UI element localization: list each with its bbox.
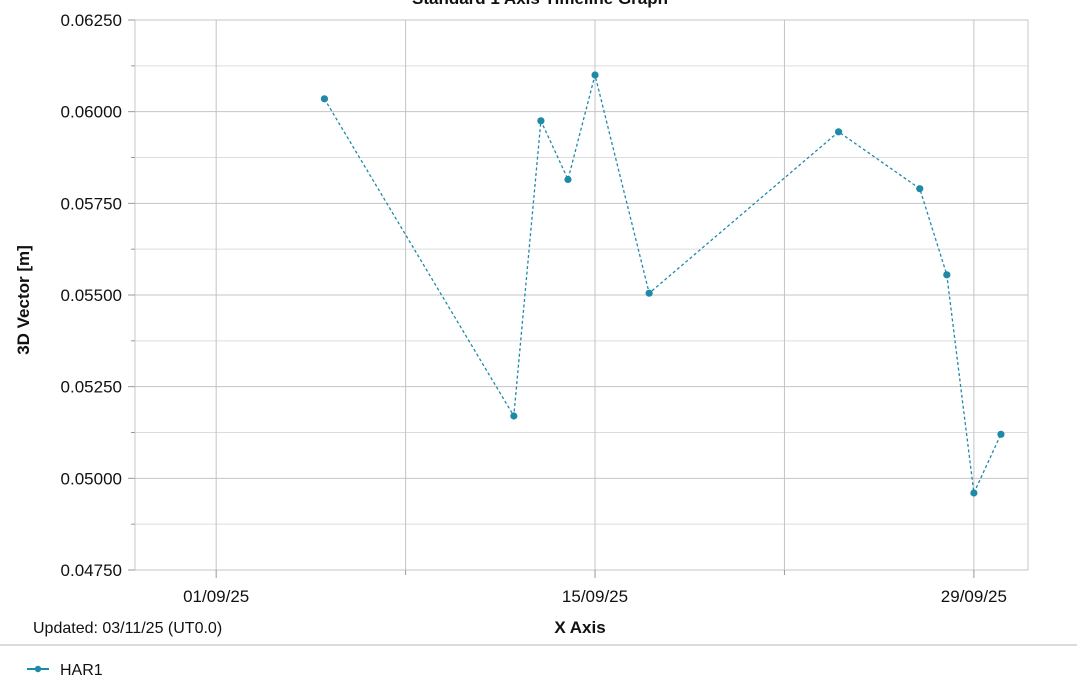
x-tick-label: 15/09/25	[562, 587, 628, 606]
y-tick-label: 0.05750	[61, 194, 122, 213]
data-point	[564, 175, 572, 184]
y-tick-label: 0.05500	[61, 286, 122, 305]
x-axis-title: X Axis	[554, 618, 605, 637]
data-point	[510, 412, 518, 420]
legend: HAR1	[27, 662, 103, 679]
legend-label-har1: HAR1	[60, 662, 103, 679]
data-point	[997, 430, 1005, 438]
x-tick-label: 01/09/25	[183, 587, 249, 606]
y-tick-label: 0.06250	[61, 11, 122, 30]
y-tick-label: 0.04750	[61, 561, 122, 580]
y-tick-label: 0.05250	[61, 378, 122, 397]
data-point	[645, 289, 653, 297]
gridlines	[134, 19, 1029, 571]
data-point	[970, 489, 978, 497]
chart-title: Standard 1 Axis Timeline Graph	[412, 0, 668, 8]
series-layer	[320, 71, 1005, 497]
data-point	[320, 95, 329, 103]
data-point	[591, 71, 599, 79]
x-tick-label: 29/09/25	[941, 587, 1007, 606]
y-tick-label: 0.06000	[61, 103, 122, 122]
data-point	[537, 117, 545, 125]
axes: 0.04750 0.05000 0.05250 0.05500 0.05750 0.060…	[61, 11, 1007, 606]
y-tick-label: 0.05000	[61, 469, 122, 488]
data-point	[943, 271, 951, 279]
y-axis-title: 3D Vector [m]	[14, 245, 33, 355]
data-point	[834, 128, 843, 136]
legend-marker-swatch	[34, 665, 42, 673]
updated-timestamp: Updated: 03/11/25 (UT0.0)	[33, 620, 222, 637]
data-point	[916, 185, 924, 193]
